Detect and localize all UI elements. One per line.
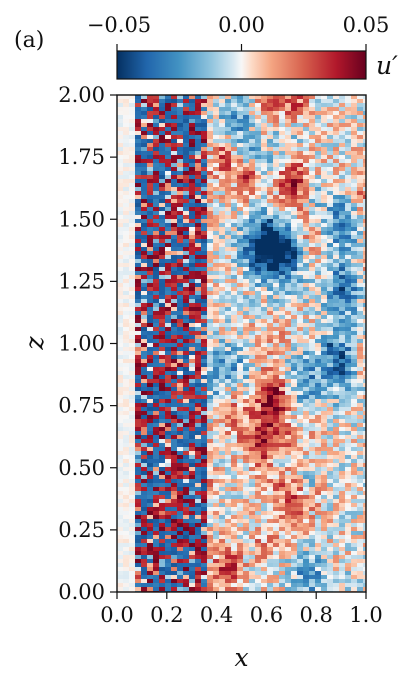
x-axis-ticks: 0.0 0.2 0.4 0.6 0.8 1.0 [100,592,383,627]
heatmap-field [117,95,366,592]
colorbar-label: u′ [376,51,398,80]
y-axis-label: z [20,336,49,351]
x-axis-label: x [234,643,248,672]
colorbar-ticks [116,44,367,51]
colorbar-tick-mid: 0.00 [218,13,265,37]
x-tick-label: 0.8 [299,603,332,627]
colorbar-tick-min: −0.05 [87,13,151,37]
y-tick-label: 1.75 [58,145,105,169]
x-tick-label: 0.2 [150,603,183,627]
y-tick-label: 0.25 [58,518,105,542]
y-tick-label: 1.00 [58,332,105,356]
x-tick-label: 1.0 [349,603,382,627]
x-tick-label: 0.0 [100,603,133,627]
colorbar-gradient [116,50,367,80]
y-tick-label: 2.00 [58,83,105,107]
colorbar-tick-max: 0.05 [343,13,390,37]
x-tick-label: 0.6 [250,603,283,627]
panel-label: (a) [14,28,44,53]
y-tick-label: 1.25 [58,269,105,293]
colorbar: −0.05 0.00 0.05 u′ [87,13,398,80]
y-tick-label: 0.00 [58,580,105,604]
y-tick-label: 0.75 [58,394,105,418]
y-tick-label: 0.50 [58,456,105,480]
x-tick-label: 0.4 [200,603,233,627]
y-axis-ticks: 0.00 0.25 0.50 0.75 1.00 1.25 1.50 1.75 2.00 [58,83,117,604]
y-tick-label: 1.50 [58,207,105,231]
